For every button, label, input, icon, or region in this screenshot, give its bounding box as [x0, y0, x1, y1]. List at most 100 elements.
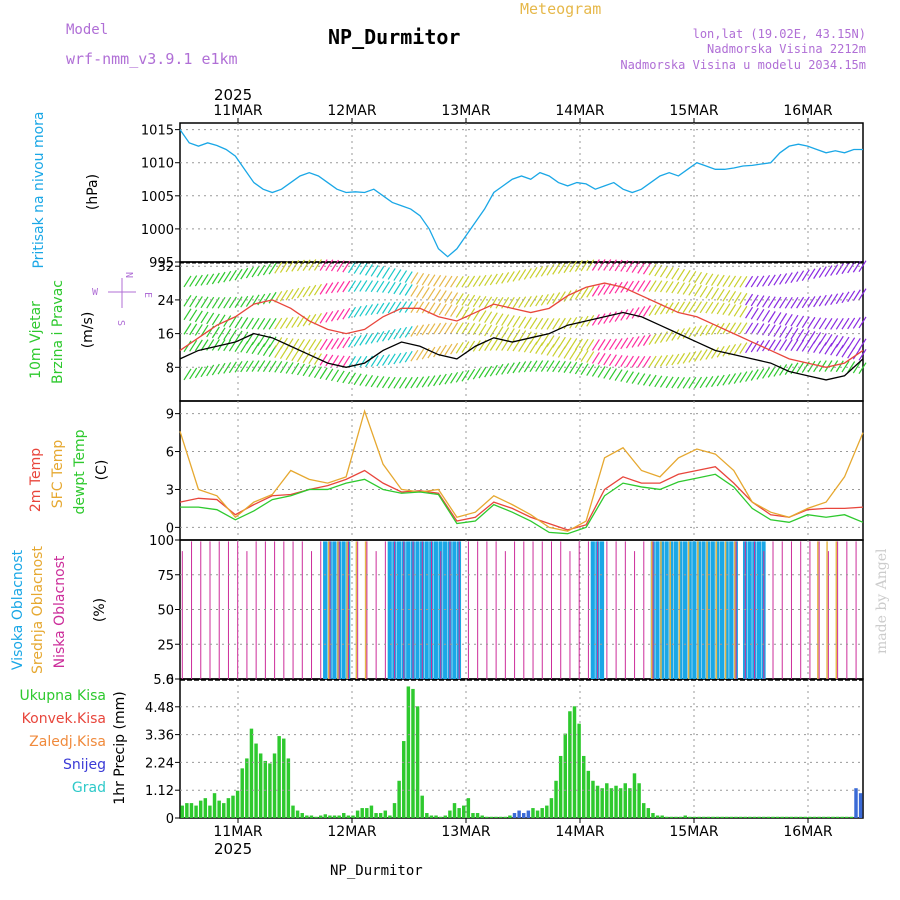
model-label: Model	[66, 22, 108, 38]
wind-barb	[455, 342, 464, 354]
wind-barb	[313, 366, 322, 379]
wind-barb	[211, 326, 220, 339]
wind-barb	[399, 326, 408, 339]
wind-barb	[597, 339, 606, 351]
wind-barb	[552, 336, 561, 348]
cloud-high-bar	[396, 541, 402, 679]
wind-barb	[858, 316, 867, 329]
wind-barb	[353, 305, 362, 318]
wind-barb	[824, 360, 833, 372]
wind-barb	[313, 283, 322, 296]
wind-barb	[762, 310, 771, 322]
wind-barb	[421, 323, 430, 336]
wind-barb	[852, 347, 861, 360]
wind-barb	[211, 363, 220, 376]
wind-barb	[688, 326, 697, 338]
y-tick-label: 0	[166, 521, 174, 536]
precip-bar	[346, 815, 351, 818]
wind-barb	[603, 283, 612, 295]
wind-barb	[552, 360, 561, 373]
wind-barb	[296, 315, 305, 328]
precip-bar	[512, 813, 517, 818]
wind-barb	[716, 322, 725, 335]
wind-barb	[200, 365, 209, 378]
wind-barb	[688, 283, 697, 296]
y-tick-label: 0	[166, 812, 174, 827]
wind-barb	[824, 317, 833, 330]
wind-barb	[262, 292, 271, 305]
precip-bar	[305, 815, 309, 818]
wind-barb	[591, 259, 600, 271]
precip-bar	[581, 755, 586, 818]
wind-barb	[784, 363, 793, 375]
date-bottom-11MAR: 11MAR	[213, 824, 262, 840]
wind-barb	[330, 259, 339, 272]
wind-barb	[722, 303, 731, 316]
wind-barb	[682, 352, 691, 364]
wind-barb	[824, 265, 833, 277]
wind-barb	[801, 296, 810, 309]
precip-bar	[803, 816, 807, 818]
wind-barb	[194, 310, 203, 323]
wind-barb	[813, 360, 822, 373]
precip-bar	[355, 810, 360, 818]
date-bottom-15MAR: 15MAR	[669, 824, 718, 840]
wind-barb	[285, 316, 294, 329]
wind-barb	[529, 267, 538, 279]
wind-barb	[835, 292, 844, 305]
precip-bar	[554, 780, 558, 818]
wind-barb	[211, 272, 220, 285]
wind-barb	[461, 275, 470, 288]
pressure-ylabel: Pritisak na nivou mora	[31, 111, 47, 268]
wind-barb	[336, 370, 345, 383]
wind-barb	[262, 263, 271, 276]
wind-barb	[211, 296, 220, 309]
wind-barb	[387, 281, 396, 294]
wind-barb	[228, 361, 237, 374]
wind-barb	[501, 314, 510, 326]
precip-bar	[535, 810, 540, 818]
wind-barb	[779, 296, 788, 309]
wind-barb	[319, 312, 328, 324]
panel-frame-2	[179, 400, 864, 541]
wind-barb	[807, 360, 816, 373]
wind-barb	[841, 336, 850, 349]
wind-barb	[438, 303, 447, 316]
wind-barb	[410, 272, 419, 284]
wind-barb	[762, 275, 771, 287]
wind-barb	[228, 316, 237, 328]
wind-barb	[421, 273, 430, 286]
wind-barb	[773, 325, 782, 337]
precip-bar	[388, 815, 392, 818]
cloud-high-bar	[719, 541, 725, 679]
date-top-16MAR: 16MAR	[783, 103, 832, 119]
wind-barb	[739, 305, 748, 318]
wind-barb	[433, 322, 442, 335]
wind-barb	[495, 296, 504, 309]
wind-barb	[711, 274, 720, 286]
wind-barb	[410, 325, 419, 337]
wind-barb	[716, 374, 725, 387]
cloud-high-bar	[387, 541, 392, 679]
wind-barb	[796, 270, 805, 283]
meteogram-label: Meteogram	[520, 0, 601, 18]
precip-bar	[651, 813, 655, 818]
precip-bar	[328, 815, 332, 818]
wind-barb	[671, 267, 680, 280]
precip-bar	[798, 816, 803, 818]
wind-barb	[858, 338, 867, 351]
precip-bar	[443, 815, 448, 818]
wind-barb	[637, 335, 646, 347]
wind-barb	[200, 324, 209, 337]
wind-barb	[330, 309, 339, 322]
precip-bar	[549, 798, 554, 818]
wind-barb	[365, 333, 374, 345]
wind-barb	[676, 376, 685, 389]
wind-barb	[387, 301, 396, 314]
wind-barb	[223, 339, 232, 352]
wind-barb	[716, 274, 725, 287]
wind-barb	[279, 317, 288, 330]
wind-barb	[478, 295, 487, 308]
wind-barb	[665, 281, 674, 293]
wind-barb	[693, 284, 703, 297]
